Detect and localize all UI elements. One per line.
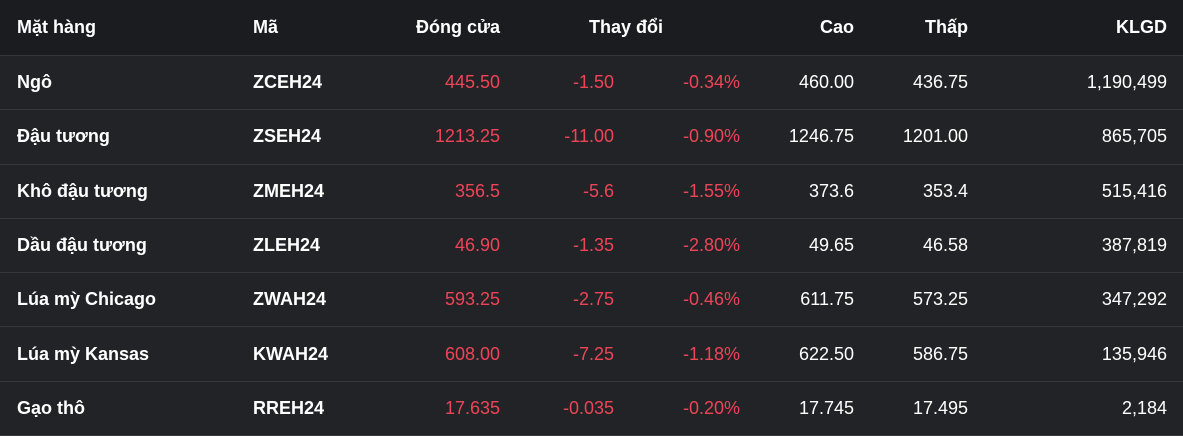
- table-cell: 586.75: [912, 343, 968, 364]
- table-cell: Dầu đậu tương: [17, 234, 147, 255]
- table-cell: -1.18%: [682, 343, 740, 364]
- table-cell: RREH24: [253, 397, 325, 418]
- table-cell: 347,292: [1101, 289, 1167, 310]
- table-cell: 608.00: [444, 343, 500, 364]
- table-row: Ngô ZCEH24 445.50 -1.50 -0.34% 460.00 436.75 1,…: [0, 56, 1183, 111]
- header-row: Mặt hàng Mã Đóng cửa Thay đổi Cao Thấp KLGD: [0, 0, 1183, 56]
- table-cell: -1.35: [572, 234, 614, 255]
- header-cell: Mã: [253, 17, 279, 37]
- table-cell: ZMEH24: [253, 180, 325, 201]
- table-cell: 17.745: [798, 397, 854, 418]
- table-cell: 1213.25: [434, 126, 500, 147]
- table-cell: Ngô: [17, 72, 52, 93]
- table-cell: 387,819: [1101, 234, 1167, 255]
- table-cell: 373.6: [808, 180, 854, 201]
- table-row: Dầu đậu tương ZLEH24 46.90 -1.35 -2.80% 49.65…: [0, 219, 1183, 274]
- header-cell: Đóng cửa: [415, 17, 500, 37]
- table-cell: 460.00: [798, 72, 854, 93]
- table-cell: ZWAH24: [253, 289, 327, 310]
- table-cell: ZSEH24: [253, 126, 322, 147]
- table-row: Gạo thô RREH24 17.635 -0.035 -0.20% 17.745 17.…: [0, 382, 1183, 436]
- table-cell: 1,190,499: [1086, 72, 1167, 93]
- table-cell: -5.6: [582, 180, 614, 201]
- table-cell: -1.50: [572, 72, 614, 93]
- table-cell: -0.035: [562, 397, 614, 418]
- table-cell: ZLEH24: [253, 234, 321, 255]
- table-cell: 353.4: [922, 180, 968, 201]
- table-cell: 593.25: [444, 289, 500, 310]
- table-cell: -7.25: [572, 343, 614, 364]
- table-cell: 573.25: [912, 289, 968, 310]
- table-cell: 622.50: [798, 343, 854, 364]
- table-cell: 49.65: [808, 234, 854, 255]
- table-cell: 2,184: [1121, 397, 1167, 418]
- table-cell: -2.80%: [682, 234, 740, 255]
- table-row: Lúa mỳ Kansas KWAH24 608.00 -7.25 -1.18% 622.…: [0, 327, 1183, 382]
- table-cell: Lúa mỳ Kansas: [17, 343, 150, 364]
- table-cell: 1246.75: [788, 126, 854, 147]
- table-cell: 445.50: [444, 72, 500, 93]
- header-cell: Mặt hàng: [17, 17, 96, 37]
- table-cell: 46.90: [454, 234, 500, 255]
- header-cell: Thấp: [925, 17, 968, 37]
- table-cell: 17.495: [912, 397, 968, 418]
- table-cell: Lúa mỳ Chicago: [17, 289, 157, 310]
- table-cell: Gạo thô: [17, 397, 85, 418]
- table-cell: Khô đậu tương: [17, 180, 148, 201]
- table-cell: 1201.00: [902, 126, 968, 147]
- table-cell: ZCEH24: [253, 72, 323, 93]
- table-row: Lúa mỳ Chicago ZWAH24 593.25 -2.75 -0.46% 611…: [0, 273, 1183, 328]
- table-cell: -1.55%: [682, 180, 740, 201]
- table-cell: Đậu tương: [17, 126, 110, 147]
- table-cell: 17.635: [444, 397, 500, 418]
- table-cell: 135,946: [1101, 343, 1167, 364]
- table-cell: 356.5: [454, 180, 500, 201]
- table-cell: -2.75: [572, 289, 614, 310]
- table-cell: 436.75: [912, 72, 968, 93]
- table-cell: -0.34%: [682, 72, 740, 93]
- table-cell: -0.20%: [682, 397, 740, 418]
- header-cell: Cao: [819, 17, 854, 37]
- table-cell: -0.90%: [682, 126, 740, 147]
- table-cell: KWAH24: [253, 343, 329, 364]
- table-cell: -0.46%: [682, 289, 740, 310]
- table-cell: 865,705: [1101, 126, 1167, 147]
- header-cell: Thay đổi: [588, 17, 663, 37]
- table-row: Khô đậu tương ZMEH24 356.5 -5.6 -1.55% 373.6 3…: [0, 165, 1183, 219]
- table-cell: 46.58: [922, 234, 968, 255]
- table-cell: 515,416: [1101, 180, 1167, 201]
- table-cell: -11.00: [564, 126, 614, 147]
- table-row: Đậu tương ZSEH24 1213.25 -11.00 -0.90% 1246.7…: [0, 110, 1183, 165]
- table-cell: 611.75: [800, 289, 854, 310]
- header-cell: KLGD: [1116, 17, 1167, 37]
